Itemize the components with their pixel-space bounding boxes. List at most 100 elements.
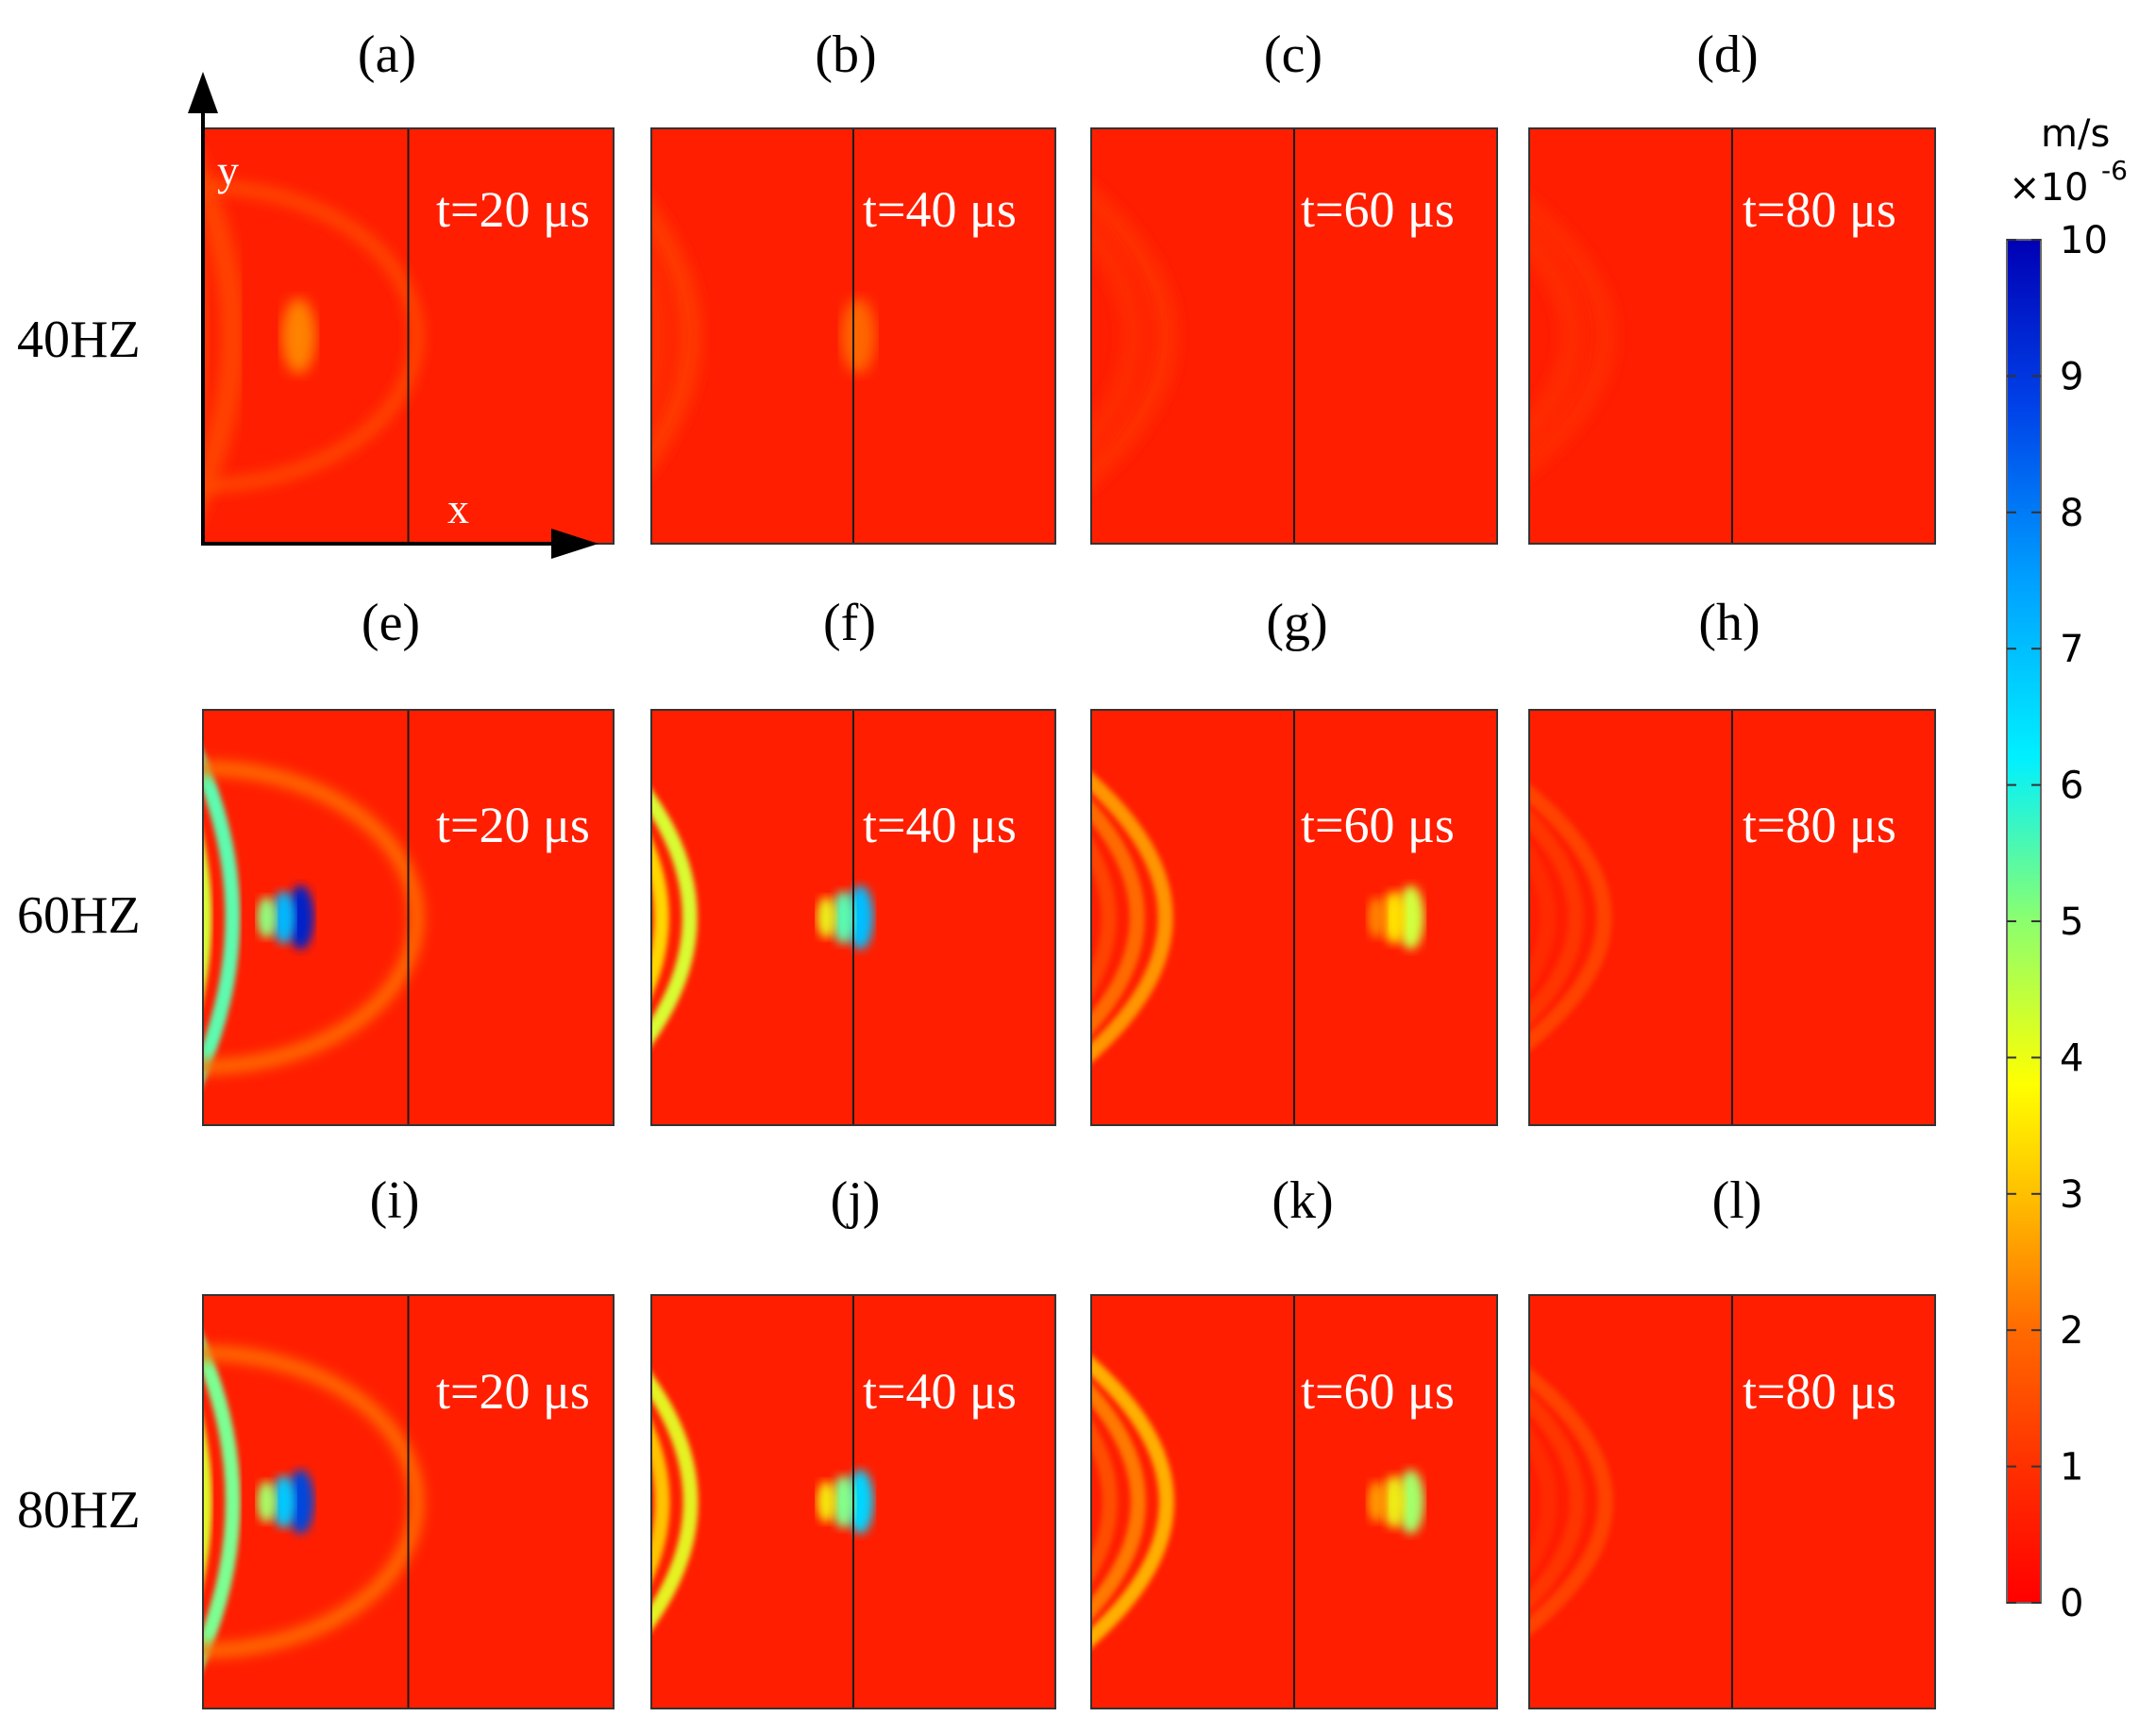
colorbar-tick-label: 8 — [2060, 492, 2083, 535]
panel-d: t=80 μs — [1528, 127, 1936, 545]
panel-label-l: (l) — [1712, 1171, 1762, 1230]
panel-labels: (a) (b) (c) (d) (e) (f) (g) (h) (i) (j) … — [358, 25, 1762, 1230]
wave-core — [1382, 1475, 1406, 1528]
row-label-60hz: 60HZ — [17, 886, 141, 945]
wavefront-arc — [651, 253, 670, 419]
wavefront-group — [651, 1372, 874, 1631]
wave-core — [832, 1475, 855, 1528]
colorbar-scale-exponent: -6 — [2101, 155, 2128, 186]
panel-frame — [1090, 127, 1498, 545]
wavefront-arc — [203, 1420, 212, 1584]
wavefront-arc — [1529, 196, 1617, 476]
wavefront-arc — [1091, 1383, 1146, 1621]
panel-label-k: (k) — [1272, 1171, 1333, 1230]
panel-label-f: (f) — [823, 594, 876, 652]
panel-f: t=40 μs — [650, 709, 1056, 1126]
y-axis-label: y — [217, 146, 239, 194]
panel-frame — [1090, 1294, 1498, 1709]
panel-frame — [202, 1294, 615, 1709]
wave-core — [1397, 1470, 1424, 1534]
panel-label-g: (g) — [1266, 594, 1327, 652]
wavefront-arc — [1091, 771, 1173, 1064]
time-label: t=80 μs — [1743, 1363, 1896, 1420]
wave-core — [1367, 1481, 1387, 1523]
wavefront-group — [1091, 1355, 1424, 1648]
wavefront-arc — [203, 1335, 241, 1669]
wave-core — [287, 1470, 314, 1534]
wavefront-group — [1529, 783, 1612, 1052]
outer-envelope — [203, 1346, 424, 1658]
wavefront-arc — [1529, 809, 1584, 1026]
colorbar-tick-label: 3 — [2060, 1173, 2083, 1217]
panel-label-c: (c) — [1264, 25, 1322, 84]
time-label: t=60 μs — [1301, 797, 1455, 853]
wavefront-group — [651, 199, 876, 473]
panel-e: t=20 μs — [202, 709, 615, 1126]
row-labels: 40HZ 60HZ 80HZ — [17, 311, 141, 1540]
time-label: t=60 μs — [1301, 181, 1455, 238]
wavefront-arc — [1091, 184, 1178, 488]
wavefront-arc — [651, 789, 698, 1046]
panel-a: t=20 μs — [202, 127, 615, 545]
panel-label-b: (b) — [815, 25, 876, 84]
wave-core — [272, 891, 295, 944]
wave-core — [1382, 891, 1406, 944]
wavefront-arc — [651, 199, 702, 473]
wavefront-arc — [1091, 836, 1117, 999]
colorbar-scale-base: ×10 — [2009, 166, 2088, 210]
panel-frame — [1528, 1294, 1936, 1709]
wave-core — [832, 891, 855, 944]
wavefront-group — [1091, 184, 1178, 488]
colorbar-tick-label: 2 — [2060, 1309, 2083, 1353]
colorbar-tick-label: 6 — [2060, 765, 2083, 808]
wave-core — [817, 1481, 836, 1523]
wave-core — [1367, 897, 1387, 938]
time-label: t=20 μs — [436, 181, 590, 238]
panel-k: t=60 μs — [1090, 1294, 1498, 1709]
wavefront-arc — [1529, 225, 1585, 447]
wave-core — [257, 1481, 277, 1523]
colorbar-tick-label: 4 — [2060, 1036, 2083, 1080]
wavefront-arc — [651, 1372, 699, 1631]
time-label: t=40 μs — [863, 181, 1017, 238]
wave-core — [287, 885, 314, 950]
panel-b: t=40 μs — [650, 127, 1056, 545]
colorbar-tick-label: 1 — [2060, 1446, 2083, 1490]
wave-core — [841, 298, 876, 374]
time-label: t=20 μs — [436, 1363, 590, 1420]
panels-grid: t=20 μs t=40 μs t=60 μs t=80 μs t=20 μs t=40 … — [202, 127, 1936, 1709]
wavefront-arc — [1529, 1424, 1557, 1579]
colorbar-tick-label: 0 — [2060, 1582, 2083, 1625]
time-label: t=20 μs — [436, 797, 590, 853]
wavefront-group — [1529, 196, 1617, 476]
wavefront-arc — [651, 837, 669, 998]
wavefront-arc — [651, 1421, 670, 1583]
colorbar-tick-label: 9 — [2060, 355, 2083, 398]
panel-label-a: (a) — [358, 25, 416, 84]
row-label-80hz: 80HZ — [17, 1481, 141, 1540]
panel-frame — [1090, 709, 1498, 1126]
panel-i: t=20 μs — [202, 1294, 615, 1709]
x-axis-arrowhead — [551, 529, 598, 559]
wavefront-arc — [203, 835, 212, 1000]
wave-core — [272, 1475, 295, 1528]
wavefront-arc — [1529, 1367, 1613, 1637]
colorbar-tick-label: 10 — [2060, 219, 2108, 262]
panel-frame — [1528, 709, 1936, 1126]
outer-envelope — [203, 179, 424, 493]
wavefront-arc — [1529, 783, 1612, 1052]
time-label: t=60 μs — [1301, 1363, 1455, 1420]
colorbar-tick-label: 5 — [2060, 901, 2083, 944]
time-label: t=80 μs — [1743, 181, 1896, 238]
panel-frame — [650, 709, 1056, 1126]
wavefront-arc — [203, 158, 245, 514]
panel-label-i: (i) — [370, 1171, 420, 1230]
wavefront-group — [1529, 1367, 1613, 1637]
time-label: t=40 μs — [863, 1363, 1017, 1420]
row-label-40hz: 40HZ — [17, 311, 141, 369]
time-label: t=40 μs — [863, 797, 1017, 853]
wavefront-group — [203, 1335, 424, 1669]
